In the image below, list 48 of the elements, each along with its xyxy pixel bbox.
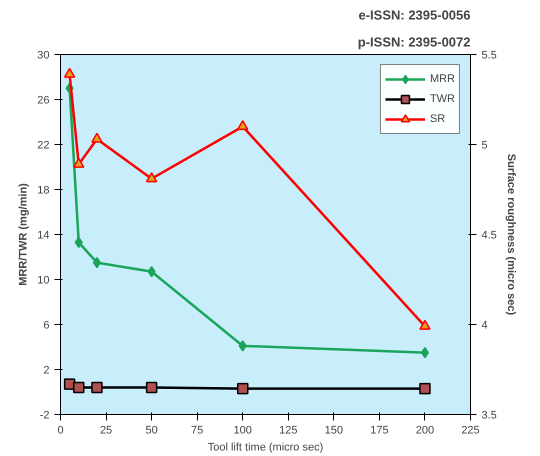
legend-label: SR (430, 113, 446, 125)
x-tick-label: 175 (370, 424, 389, 436)
y-tick-label: 6 (43, 320, 50, 332)
point (72, 382, 84, 394)
x-tick-label: 150 (324, 424, 344, 436)
point (419, 320, 431, 330)
y-tick-label: 10 (37, 274, 50, 286)
point (74, 236, 83, 248)
point (92, 256, 102, 268)
x-tick-label: 100 (234, 424, 252, 436)
point (420, 346, 430, 358)
text: e-ISSN: 2395-0056 (358, 8, 471, 22)
legend-label: MRR (430, 73, 455, 85)
legend-label: TWR (430, 93, 455, 105)
point (419, 382, 431, 394)
y-tick-label: 22 (37, 140, 50, 152)
x-tick-label: 200 (416, 424, 434, 436)
y-tick-label: -2 (40, 410, 50, 422)
point (238, 340, 247, 352)
point (91, 382, 103, 394)
point (146, 172, 158, 182)
x-tick-label: 25 (100, 424, 112, 436)
y-tick-label: 2 (43, 364, 50, 376)
x-tick-label: 225 (461, 424, 480, 436)
point (64, 68, 76, 78)
y-tick-label: 30 (37, 50, 50, 62)
y2-axis-title: Surface roughness (micro sec) (504, 154, 517, 316)
point (236, 120, 248, 130)
x-tick-label: 0 (57, 424, 64, 436)
x-tick-label: 50 (145, 424, 158, 436)
y2-tick-label: 4.5 (482, 230, 497, 242)
y2-tick-label: 5.5 (482, 50, 497, 62)
x-tick-label: 75 (191, 424, 204, 436)
y-tick-label: 14 (37, 230, 50, 242)
y-tick-label: 18 (37, 184, 50, 196)
text: p-ISSN: 2395-0072 (358, 34, 471, 50)
point (91, 132, 103, 143)
x-tick-label: 125 (279, 424, 298, 436)
point (72, 158, 84, 168)
point (236, 382, 248, 394)
y-tick-label: 26 (37, 94, 50, 106)
point (146, 382, 158, 394)
y2-tick-label: 3.5 (482, 410, 497, 422)
point (148, 266, 156, 278)
y2-tick-label: 5 (482, 140, 488, 152)
x-axis-title: Tool lift time (micro sec) (208, 442, 324, 454)
y2-tick-label: 4 (482, 320, 488, 332)
y-axis-title: MRR/TWR (mg/min) (17, 182, 30, 286)
